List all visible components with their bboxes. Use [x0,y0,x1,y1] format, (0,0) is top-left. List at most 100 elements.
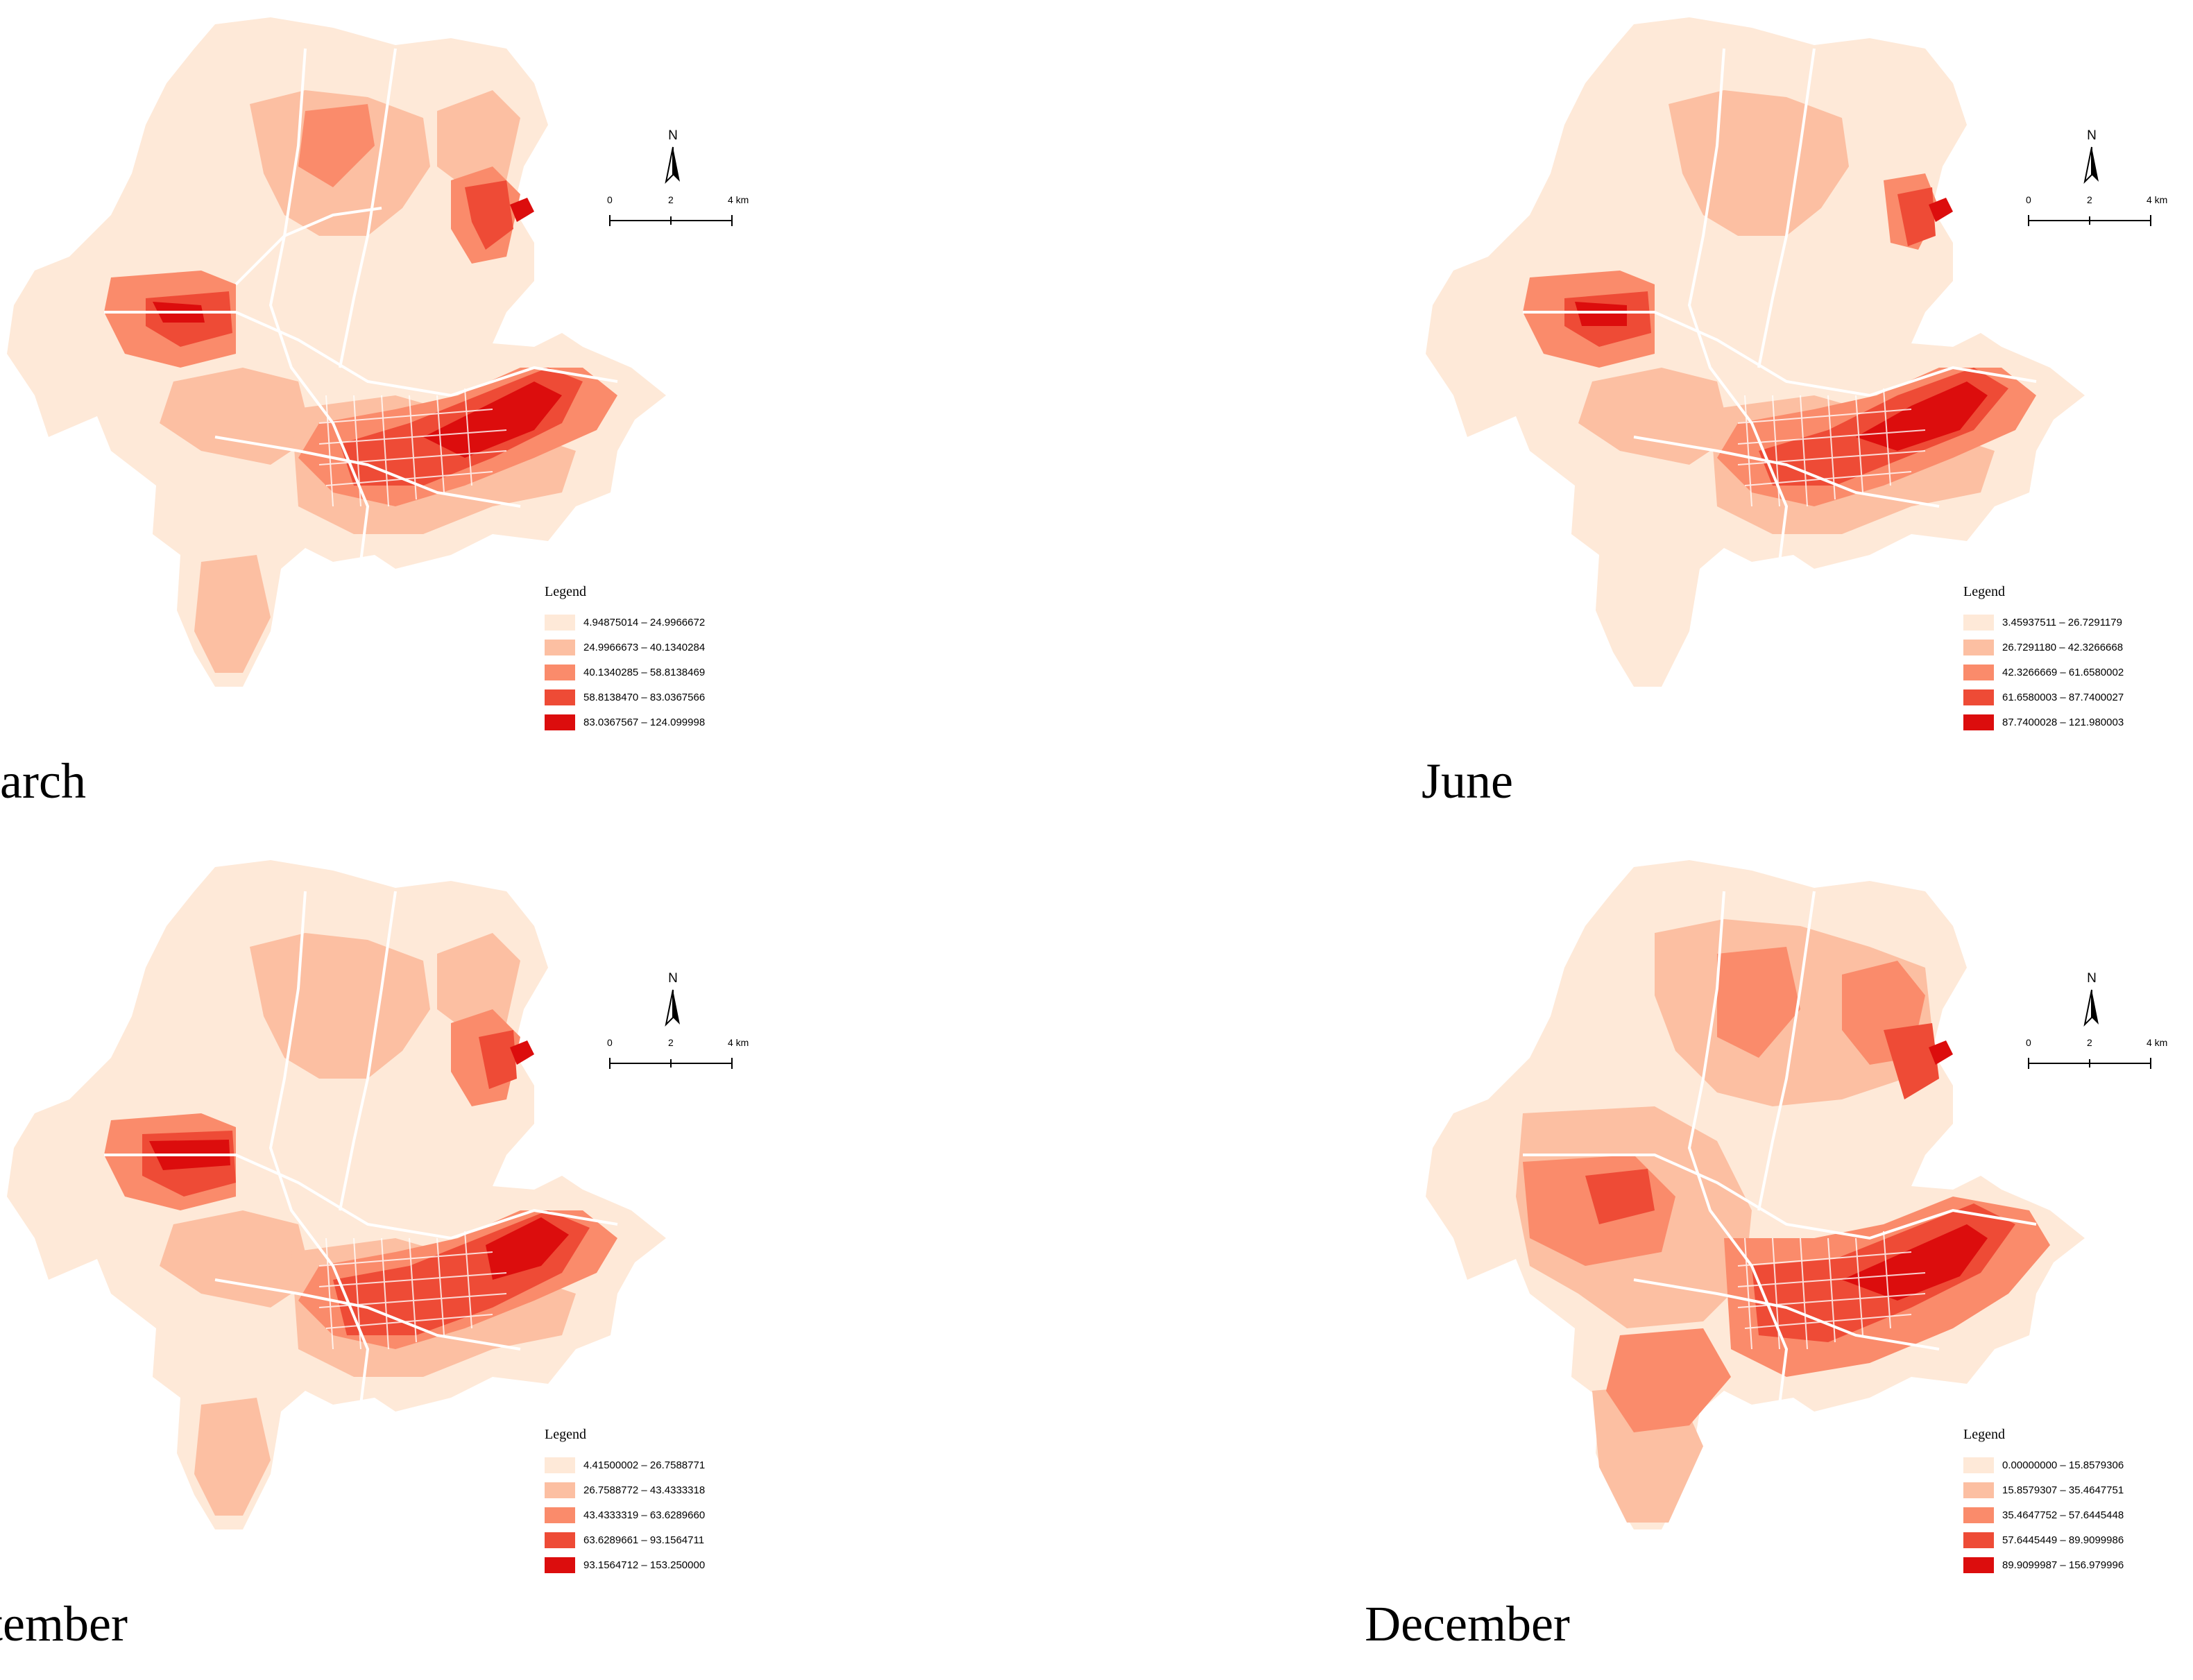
legend-row: 43.4333319 – 63.6289660 [545,1502,774,1527]
legend-row: 4.94875014 – 24.9966672 [545,610,774,635]
legend-row: 61.6580003 – 87.7400027 [1963,685,2192,710]
zone-class4 [1884,1023,1939,1099]
legend-swatch [545,614,575,631]
scale-tick-label: 4 km [2147,194,2168,205]
legend-label: 57.6445449 – 89.9099986 [2002,1534,2124,1546]
map-caption: March [0,753,86,809]
legend: Legend 0.00000000 – 15.8579306 15.857930… [1963,1427,2192,1577]
scale-tick-label: 4 km [728,194,749,205]
zone-class4 [479,1030,517,1089]
road-network [318,388,507,507]
map-panel-june: N 0 2 4 km Legend 3.45937511 – 26.729117… [1422,7,2192,825]
legend-swatch [1963,1482,1994,1498]
legend-swatch [545,639,575,655]
zone-class2 [160,368,312,465]
scale-tick-label: 2 [2087,1037,2092,1048]
legend-row: 26.7291180 – 42.3266668 [1963,635,2192,660]
zone-class3 [298,104,375,187]
north-arrow-icon [665,146,680,185]
legend-row: 4.41500002 – 26.7588771 [545,1452,774,1477]
scale-bar: 0 2 4 km [600,194,780,236]
north-arrow-icon [2083,989,2099,1027]
legend-row: 24.9966673 – 40.1340284 [545,635,774,660]
north-arrow: N [656,128,690,189]
legend-row: 0.00000000 – 15.8579306 [1963,1452,2192,1477]
legend-swatch [1963,614,1994,631]
zone-class5 [510,198,534,222]
legend-title: Legend [545,584,586,599]
zone-class2 [160,1210,312,1308]
legend-label: 4.41500002 – 26.7588771 [583,1459,706,1471]
legend-row: 87.7400028 – 121.980003 [1963,710,2192,735]
north-arrow: N [2074,128,2109,189]
zone-class3 [1606,1328,1731,1432]
zone-class2 [437,933,520,1030]
legend-row: 42.3266669 – 61.6580002 [1963,660,2192,685]
legend-swatch [1963,689,1994,705]
scale-tick-label: 4 km [728,1037,749,1048]
legend-label: 42.3266669 – 61.6580002 [2002,666,2124,678]
map-panel-december: N 0 2 4 km Legend 0.00000000 – 15.857930… [1365,850,2192,1668]
legend-swatch [1963,1457,1994,1473]
legend-swatch [1963,714,1994,730]
legend-swatch [1963,639,1994,655]
legend-row: 93.1564712 – 153.250000 [545,1552,774,1577]
legend-label: 40.1340285 – 58.8138469 [583,666,706,678]
legend-swatch [545,1482,575,1498]
legend-label: 24.9966673 – 40.1340284 [583,641,706,653]
legend: Legend 4.94875014 – 24.9966672 24.996667… [545,584,774,735]
legend-row: 89.9099987 – 156.979996 [1963,1552,2192,1577]
scale-bar-line [2028,1058,2151,1069]
scale-tick-label: 0 [607,194,613,205]
legend-row: 57.6445449 – 89.9099986 [1963,1527,2192,1552]
legend-label: 63.6289661 – 93.1564711 [583,1534,705,1546]
legend-row: 83.0367567 – 124.099998 [545,710,774,735]
road-network [1523,891,2037,1405]
legend-label: 43.4333319 – 63.6289660 [583,1509,706,1521]
legend-label: 26.7588772 – 43.4333318 [583,1484,706,1496]
legend-label: 93.1564712 – 153.250000 [583,1559,706,1571]
legend-title: Legend [545,1427,586,1442]
scale-tick-label: 2 [2087,194,2092,205]
choropleth-map [1426,17,2085,687]
legend-label: 4.94875014 – 24.9966672 [583,616,706,628]
map-panel-march: N 0 2 4 km Legend 4.94875014 – 24.996667… [0,7,770,825]
zone-class4 [1585,1169,1655,1224]
road-network [1737,388,1926,507]
north-label: N [668,128,678,143]
scale-tick-label: 0 [2026,194,2031,205]
legend-row: 40.1340285 – 58.8138469 [545,660,774,685]
legend-swatch [1963,1507,1994,1523]
zone-class2 [194,1398,271,1516]
legend-label: 58.8138470 – 83.0367566 [583,691,706,703]
zone-class5 [1575,302,1627,326]
zone-class5 [1856,382,1988,451]
map-caption: June [1422,753,1513,809]
scale-bar-line [2028,215,2151,226]
legend-row: 15.8579307 – 35.4647751 [1963,1477,2192,1502]
scale-tick-label: 4 km [2147,1037,2168,1048]
zone-class4 [465,180,513,250]
legend-swatch [545,714,575,730]
map-panel-september: N 0 2 4 km Legend 4.41500002 – 26.758877… [0,850,770,1668]
north-label: N [2087,128,2097,143]
legend-label: 89.9099987 – 156.979996 [2002,1559,2124,1571]
legend-title: Legend [1963,1427,2005,1442]
zone-class5 [1929,198,1953,222]
legend-swatch [545,1457,575,1473]
scale-bar: 0 2 4 km [2019,194,2193,236]
legend-swatch [545,664,575,680]
legend-label: 26.7291180 – 42.3266668 [2002,641,2124,653]
legend-swatch [1963,664,1994,680]
zone-class5 [1929,1040,1953,1065]
legend-row: 58.8138470 – 83.0367566 [545,685,774,710]
legend-label: 87.7400028 – 121.980003 [2002,716,2124,728]
legend-swatch [545,1557,575,1573]
north-arrow: N [2074,971,2109,1031]
north-arrow-icon [665,989,680,1027]
legend: Legend 4.41500002 – 26.7588771 26.758877… [545,1427,774,1577]
map-caption: December [1365,1596,1570,1652]
choropleth-map [7,17,666,687]
legend-row: 35.4647752 – 57.6445448 [1963,1502,2192,1527]
